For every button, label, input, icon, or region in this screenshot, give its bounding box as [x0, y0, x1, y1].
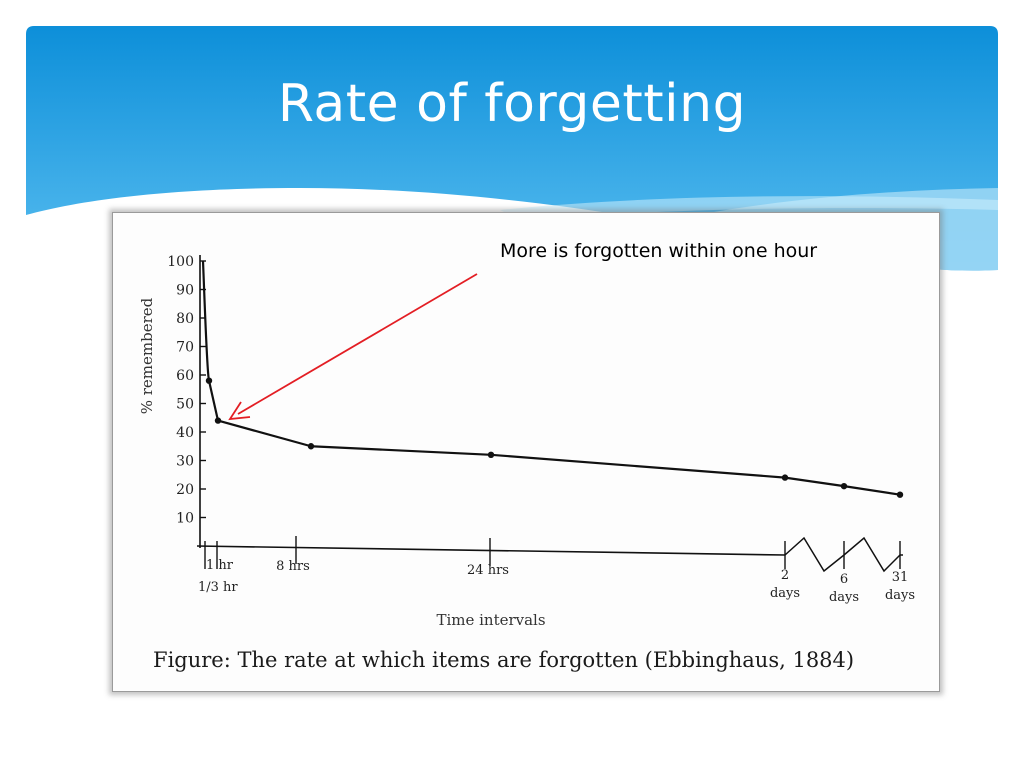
- y-tick-label-50: 50: [176, 397, 194, 413]
- x-tick-label-6days-0: 6: [840, 572, 848, 587]
- y-tick-label-20: 20: [176, 482, 194, 498]
- x-tick-label-third-hr: 1/3 hr: [198, 580, 238, 595]
- data-point-6: [840, 482, 848, 490]
- data-point-5: [781, 474, 789, 481]
- data-point-4: [487, 451, 495, 458]
- y-tick-label-90: 90: [176, 283, 194, 299]
- data-point-1: [205, 377, 213, 384]
- x-axis-line: [196, 545, 786, 556]
- x-tick-label-2days-1: days: [770, 586, 800, 601]
- x-tick-label-31days-0: 31: [892, 570, 909, 585]
- x-tick-label-24hrs: 24 hrs: [467, 563, 509, 578]
- x-tick-label-6days-1: days: [829, 590, 859, 605]
- y-tick-label-100: 100: [167, 254, 194, 270]
- y-tick-label-10: 10: [176, 511, 194, 527]
- data-point-7: [896, 491, 904, 498]
- retention-curve: [201, 260, 901, 496]
- y-tick-label-40: 40: [176, 425, 194, 441]
- data-point-3: [307, 443, 315, 450]
- annotation-text: More is forgotten within one hour: [500, 240, 818, 262]
- x-tick-label-1hr: 1 hr: [206, 558, 234, 573]
- header-wave-light: [500, 196, 998, 220]
- x-axis-label: Time intervals: [436, 611, 545, 629]
- x-axis-break-1: [784, 536, 845, 573]
- x-tick-label-31days-1: days: [885, 588, 915, 603]
- x-tick-label-8hrs: 8 hrs: [276, 559, 310, 574]
- figure-caption: Figure: The rate at which items are forg…: [153, 648, 855, 672]
- figure-frame: 10 20 30 40 50 60 70 80 90 100 1/3 hr 1 hr 8 hrs 24 h…: [112, 212, 940, 692]
- slide-title: Rate of forgetting: [277, 74, 747, 134]
- x-tick-label-2days-0: 2: [781, 568, 789, 583]
- y-axis-label: % remembered: [138, 297, 156, 414]
- y-tick-label-70: 70: [176, 340, 194, 356]
- y-tick-label-30: 30: [176, 454, 194, 470]
- forgetting-curve-chart: 10 20 30 40 50 60 70 80 90 100 1/3 hr 1 hr 8 hrs 24 h…: [138, 254, 915, 629]
- y-tick-label-80: 80: [176, 311, 194, 327]
- data-point-2: [214, 417, 222, 424]
- y-tick-label-60: 60: [176, 368, 194, 384]
- x-axis-break-2: [843, 536, 901, 573]
